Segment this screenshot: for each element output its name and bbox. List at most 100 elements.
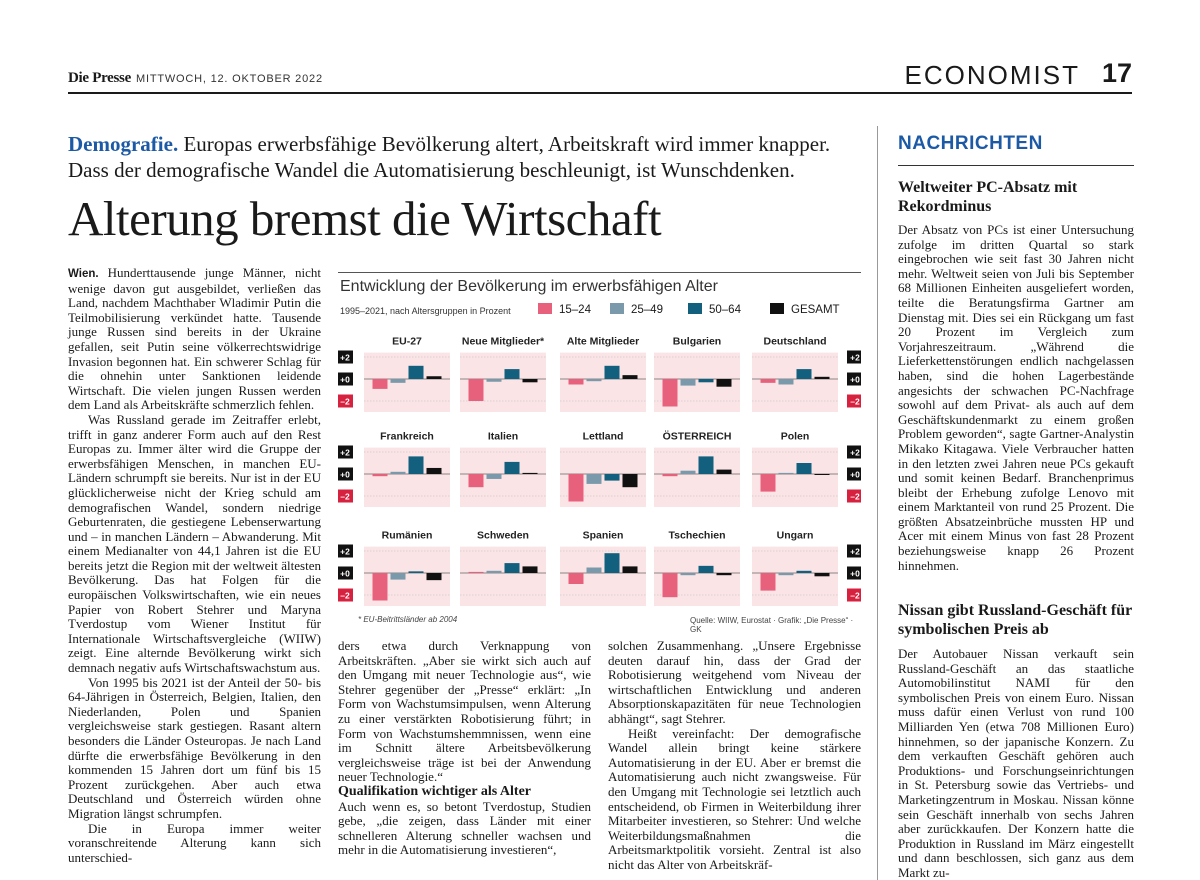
bar-1524 bbox=[662, 379, 678, 407]
bar-5064 bbox=[504, 563, 520, 573]
axis-badge bbox=[338, 350, 353, 364]
bar-GESAMT bbox=[426, 573, 442, 581]
bar-1524 bbox=[568, 474, 584, 502]
axis-badge bbox=[338, 544, 353, 558]
panel-title: Ungarn bbox=[777, 530, 814, 542]
bar-5064 bbox=[604, 365, 620, 379]
axis-tick-label: +0 bbox=[340, 569, 350, 579]
legend-label: 25–49 bbox=[631, 304, 663, 316]
panel-title: ÖSTERREICH bbox=[663, 430, 732, 443]
population-chart: Entwicklung der Bevölkerung im erwerbsfä… bbox=[338, 272, 861, 634]
bar-5064 bbox=[408, 456, 424, 474]
bar-GESAMT bbox=[426, 467, 442, 474]
axis-badge bbox=[847, 394, 861, 408]
bar-2549 bbox=[486, 474, 502, 479]
bar-1524 bbox=[760, 379, 776, 383]
bar-5064 bbox=[796, 570, 812, 573]
legend-label: 50–64 bbox=[709, 304, 741, 316]
panel-band bbox=[460, 546, 546, 606]
bar-5064 bbox=[504, 369, 520, 379]
news-body: Der Absatz von PCs ist einer Untersuchun… bbox=[898, 222, 1134, 573]
bar-5064 bbox=[796, 369, 812, 379]
axis-badge bbox=[847, 544, 861, 558]
axis-badge bbox=[338, 588, 353, 602]
axis-tick-label: +2 bbox=[340, 448, 350, 458]
paragraph-text: Hunderttausende junge Männer, nicht weni… bbox=[68, 265, 321, 413]
section-title: ECONOMIST bbox=[904, 60, 1080, 90]
axis-tick-label: –2 bbox=[850, 492, 860, 502]
bar-GESAMT bbox=[522, 379, 538, 383]
bar-GESAMT bbox=[716, 573, 732, 576]
bar-2549 bbox=[680, 379, 696, 386]
chart-source: Quelle: WIIW, Eurostat · Grafik: „Die Pr… bbox=[690, 616, 854, 634]
bar-GESAMT bbox=[522, 472, 538, 474]
bar-GESAMT bbox=[622, 474, 638, 488]
axis-badge bbox=[847, 350, 861, 364]
bar-5064 bbox=[698, 456, 714, 474]
legend-item: 50–64 bbox=[688, 303, 741, 316]
legend-label: GESAMT bbox=[791, 304, 840, 316]
panel-title: EU-27 bbox=[392, 336, 422, 348]
sidebar-divider bbox=[877, 126, 878, 880]
legend-swatch bbox=[770, 303, 784, 314]
bar-1524 bbox=[568, 379, 584, 385]
chart-subtitle: 1995–2021, nach Altersgruppen in Prozent bbox=[340, 306, 511, 316]
bar-5064 bbox=[604, 474, 620, 481]
article-kicker: Demografie. Europas erwerbsfähige Bevölk… bbox=[68, 131, 858, 183]
panel-title: Rumänien bbox=[382, 530, 433, 542]
bar-2549 bbox=[486, 570, 502, 573]
axis-badge bbox=[338, 489, 353, 503]
newspaper-logo: Die Presse bbox=[68, 70, 131, 86]
bar-5064 bbox=[796, 463, 812, 474]
bar-2549 bbox=[680, 470, 696, 474]
bar-5064 bbox=[698, 565, 714, 573]
legend-swatch bbox=[610, 303, 624, 314]
bar-GESAMT bbox=[814, 573, 830, 577]
bar-2549 bbox=[778, 573, 794, 576]
sidebar-heading: NACHRICHTEN bbox=[898, 133, 1043, 154]
chart-top-rule bbox=[338, 272, 861, 273]
axis-tick-label: +0 bbox=[850, 375, 860, 385]
axis-badge bbox=[338, 445, 353, 459]
chart-footnote: * EU-Beitrittsländer ab 2004 bbox=[358, 615, 458, 624]
bar-5064 bbox=[408, 571, 424, 573]
dateline: Wien. bbox=[68, 268, 99, 280]
article-paragraph: Wien. Hunderttausende junge Männer, nich… bbox=[68, 265, 321, 413]
bar-2549 bbox=[778, 379, 794, 385]
axis-tick-label: +0 bbox=[850, 470, 860, 480]
sidebar-rule bbox=[898, 165, 1134, 166]
bar-2549 bbox=[586, 567, 602, 573]
page-number: 17 bbox=[1101, 58, 1132, 88]
axis-tick-label: +0 bbox=[340, 470, 350, 480]
chart-title: Entwicklung der Bevölkerung im erwerbsfä… bbox=[340, 278, 718, 295]
axis-tick-label: –2 bbox=[850, 397, 860, 407]
article-paragraph: Heißt vereinfacht: Der demografische Wan… bbox=[608, 725, 861, 872]
panel-title: Neue Mitglieder* bbox=[462, 336, 545, 348]
panel-title: Spanien bbox=[583, 530, 624, 542]
legend-swatch bbox=[688, 303, 702, 314]
bar-GESAMT bbox=[716, 469, 732, 474]
bar-2549 bbox=[586, 379, 602, 382]
article-paragraph: ders etwa durch Verknappung von Arbeitsk… bbox=[338, 638, 591, 785]
axis-badge bbox=[338, 566, 353, 580]
bar-2549 bbox=[390, 471, 406, 474]
article-paragraph: solchen Zusammenhang. „Unsere Ergebnisse… bbox=[608, 638, 861, 726]
panel-band bbox=[364, 447, 450, 507]
axis-tick-label: +0 bbox=[340, 375, 350, 385]
bar-1524 bbox=[372, 379, 388, 389]
axis-tick-label: –2 bbox=[850, 591, 860, 601]
legend-item: 15–24 bbox=[538, 303, 591, 316]
panel-title: Schweden bbox=[477, 530, 529, 542]
axis-badge bbox=[847, 467, 861, 481]
bar-GESAMT bbox=[622, 566, 638, 573]
bar-GESAMT bbox=[426, 376, 442, 379]
bar-1524 bbox=[468, 571, 484, 573]
legend-item: GESAMT bbox=[770, 303, 840, 316]
article-paragraph: Die in Europa immer weiter voranschreite… bbox=[68, 820, 321, 865]
bar-5064 bbox=[408, 365, 424, 379]
bar-2549 bbox=[486, 379, 502, 382]
bar-1524 bbox=[468, 379, 484, 401]
bar-1524 bbox=[760, 474, 776, 492]
bar-1524 bbox=[468, 474, 484, 488]
issue-date: MITTWOCH, 12. OKTOBER 2022 bbox=[136, 73, 323, 85]
